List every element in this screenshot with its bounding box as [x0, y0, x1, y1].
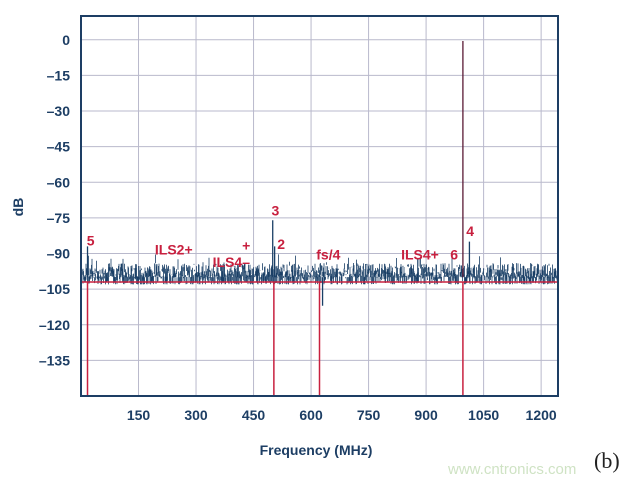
y-tick-label: –90: [47, 246, 71, 262]
annotation: 4: [466, 223, 474, 239]
x-tick-label: 600: [299, 407, 323, 423]
y-tick-label: –60: [47, 174, 71, 190]
x-tick-label: 750: [357, 407, 381, 423]
y-tick-label: –135: [39, 352, 70, 368]
annotation: 3: [272, 203, 280, 219]
panel-label: (b): [594, 448, 620, 473]
y-tick-label: –30: [47, 103, 71, 119]
reference-lines: [81, 281, 558, 396]
spikes: [86, 40, 471, 306]
x-tick-label: 150: [127, 407, 151, 423]
x-tick-label: 1050: [468, 407, 499, 423]
annotation: ILS4–: [213, 254, 251, 270]
watermark: www.cntronics.com: [447, 461, 576, 478]
y-tick-label: –120: [39, 317, 70, 333]
x-tick-label: 450: [242, 407, 266, 423]
x-tick-label: 300: [184, 407, 208, 423]
y-tick-labels: 0 –15 –30 –45 –60 –75 –90 –105 –120 –135: [39, 32, 70, 369]
annotation: 5: [87, 232, 95, 248]
x-tick-label: 1200: [526, 407, 557, 423]
annotation: 2: [277, 236, 285, 252]
y-tick-label: –45: [47, 139, 71, 155]
x-tick-label: 900: [414, 407, 438, 423]
x-tick-labels: 150 300 450 600 750 900 1050 1200: [127, 407, 557, 423]
y-axis-label: dB: [10, 198, 26, 217]
annotation: 6: [450, 247, 458, 263]
plot-frame: [80, 15, 559, 397]
y-tick-label: –75: [47, 210, 71, 226]
y-tick-label: –15: [47, 67, 71, 83]
annotation: ILS2+: [155, 241, 193, 257]
y-tick-label: –105: [39, 281, 70, 297]
y-tick-label: 0: [62, 32, 70, 48]
annotation: fs/4: [316, 247, 340, 263]
annotation: ILS4+: [401, 247, 439, 263]
x-axis-label: Frequency (MHz): [260, 442, 373, 458]
annotation: +: [242, 237, 250, 253]
annotations: 5 ILS2+ +ILS4– 3 2 fs/4 ILS4+ 64: [87, 203, 475, 270]
